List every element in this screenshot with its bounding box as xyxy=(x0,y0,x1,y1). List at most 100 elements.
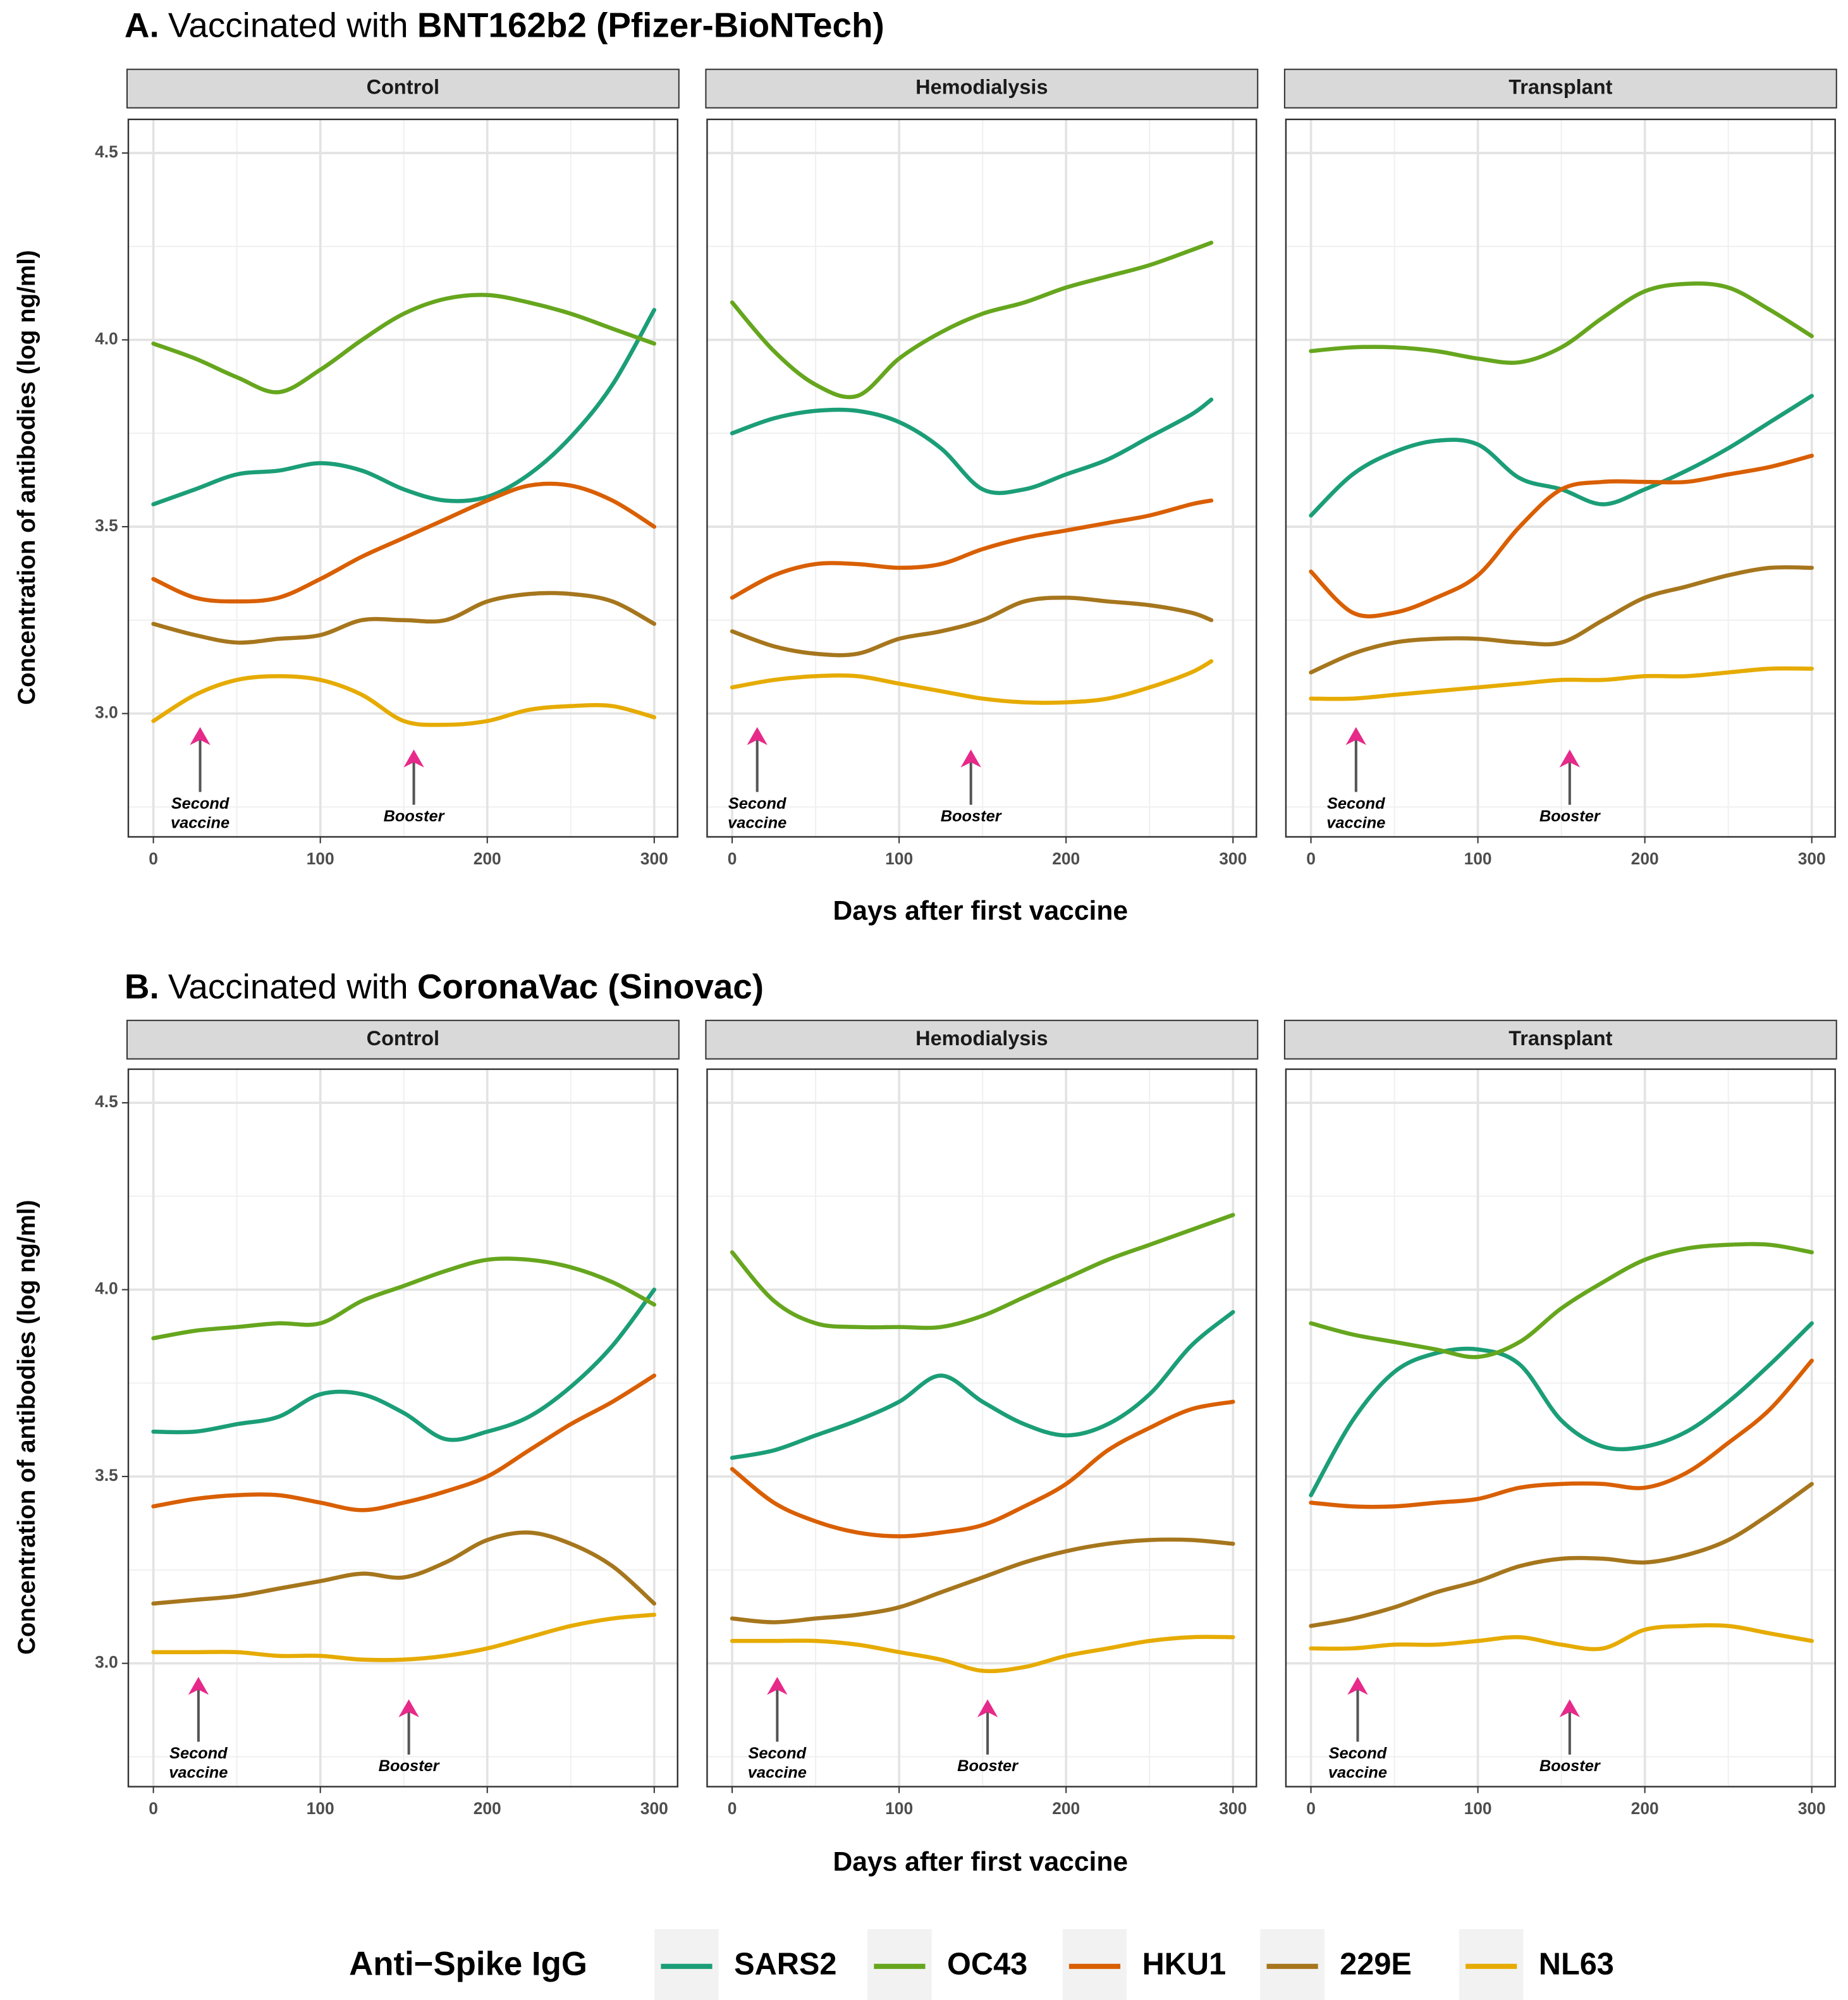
series-line xyxy=(1309,1358,1814,1509)
strip-bg xyxy=(705,68,1259,109)
y-tick-label: 3.0 xyxy=(95,1653,118,1672)
strip-title: Transplant xyxy=(1508,76,1612,99)
annotation-arrowhead xyxy=(1345,727,1367,745)
annotation-box: Second vaccine xyxy=(747,1744,807,1782)
series-line xyxy=(730,1635,1235,1674)
series-line xyxy=(151,481,657,604)
annotation-text: Booster xyxy=(1539,807,1600,826)
series-line xyxy=(730,240,1214,400)
x-tick-label: 200 xyxy=(1052,849,1080,868)
annotation-text: Booster xyxy=(940,807,1001,826)
x-tick-label: 300 xyxy=(640,1799,668,1818)
annotation-text: Second vaccine xyxy=(728,794,787,832)
series-line xyxy=(151,1287,657,1442)
panel-border xyxy=(706,118,1257,838)
annotation-text: Second vaccine xyxy=(1326,794,1386,832)
series-line xyxy=(1309,453,1814,618)
x-tick-label: 200 xyxy=(474,1799,501,1818)
annotation-text: Second vaccine xyxy=(1328,1744,1388,1782)
x-tick-label: 200 xyxy=(1052,1799,1080,1818)
annotation-text: Second vaccine xyxy=(169,1744,228,1782)
series-line xyxy=(151,591,657,645)
x-tick-label: 100 xyxy=(885,849,913,868)
x-tick-label: 300 xyxy=(1219,1799,1247,1818)
strip-title: Control xyxy=(367,1027,439,1050)
series-line xyxy=(151,1373,657,1512)
x-tick-label: 0 xyxy=(728,849,737,868)
section-text: Vaccinated with xyxy=(168,6,408,45)
strip-title: Transplant xyxy=(1508,1027,1612,1050)
series-line xyxy=(1309,1623,1814,1652)
annotation-arrowhead xyxy=(398,1699,419,1717)
series-line xyxy=(730,498,1214,600)
series-line xyxy=(730,1213,1235,1330)
series-line xyxy=(151,1612,657,1662)
series-line xyxy=(151,674,657,727)
annotation-box: Booster xyxy=(1539,807,1600,826)
series-line xyxy=(730,596,1214,658)
strip-bg xyxy=(126,68,680,109)
strip-bg xyxy=(1283,1019,1837,1060)
annotation-box: Second vaccine xyxy=(1328,1744,1388,1782)
annotation-box: Booster xyxy=(383,807,444,826)
annotation-box: Second vaccine xyxy=(1326,794,1386,832)
y-axis-title: Concentration of antibodies (log ng/ml) xyxy=(13,250,40,705)
legend-label: SARS2 xyxy=(734,1948,836,1982)
section-text: Vaccinated with xyxy=(168,967,408,1007)
panel-bg xyxy=(707,119,1257,837)
x-tick-label: 100 xyxy=(307,1799,334,1818)
annotation-box: Second vaccine xyxy=(169,1744,228,1782)
strip-title: Control xyxy=(367,76,439,99)
annotation-box: Booster xyxy=(940,807,1001,826)
panel-bg xyxy=(128,119,678,837)
x-tick-label: 0 xyxy=(149,1799,158,1818)
annotation-box: Second vaccine xyxy=(171,795,229,832)
series-line xyxy=(730,397,1214,495)
x-tick-label: 200 xyxy=(1631,849,1659,868)
annotation-text: Second vaccine xyxy=(747,1744,807,1782)
annotation-arrowhead xyxy=(1559,1699,1581,1717)
annotation-text: Booster xyxy=(378,1757,439,1776)
x-tick-label: 200 xyxy=(1631,1799,1659,1818)
annotation-arrowhead xyxy=(747,727,768,745)
y-tick-label: 4.5 xyxy=(95,142,118,161)
x-tick-label: 0 xyxy=(1306,1799,1316,1818)
annotation-box: Booster xyxy=(957,1757,1018,1776)
series-line xyxy=(151,307,657,506)
x-tick-label: 300 xyxy=(1798,849,1826,868)
panel-border xyxy=(127,118,678,838)
annotation-text: Booster xyxy=(957,1757,1018,1776)
panel-border xyxy=(706,1068,1257,1788)
annotation-box: Booster xyxy=(1539,1757,1600,1776)
legend-label: NL63 xyxy=(1539,1948,1614,1982)
legend-label: 229E xyxy=(1340,1948,1412,1982)
y-axis-title: Concentration of antibodies (log ng/ml) xyxy=(13,1199,40,1654)
strip-bg xyxy=(705,1019,1259,1060)
series-line xyxy=(1309,1321,1814,1497)
y-tick-label: 4.0 xyxy=(95,329,118,348)
section-label: A. xyxy=(125,6,159,45)
annotation-text: Booster xyxy=(1539,1757,1600,1776)
x-tick-label: 100 xyxy=(885,1799,913,1818)
x-tick-label: 300 xyxy=(1219,849,1247,868)
y-tick-label: 3.0 xyxy=(95,702,118,721)
y-tick-label: 4.5 xyxy=(95,1092,118,1111)
legend-label: HKU1 xyxy=(1142,1948,1227,1982)
strip-title: Hemodialysis xyxy=(915,1027,1048,1050)
annotation-arrowhead xyxy=(403,749,424,768)
annotation-text: Booster xyxy=(383,807,444,826)
series-line xyxy=(1309,281,1814,365)
panel-border xyxy=(1285,1068,1836,1788)
series-line xyxy=(151,293,657,395)
panel-bg xyxy=(1285,1069,1835,1787)
series-line xyxy=(151,1256,657,1340)
series-line xyxy=(730,659,1214,705)
series-line xyxy=(730,1310,1235,1460)
x-tick-label: 200 xyxy=(474,849,501,868)
panel-border xyxy=(1285,118,1836,838)
panel-bg xyxy=(707,1069,1257,1787)
x-tick-label: 100 xyxy=(307,849,334,868)
series-line xyxy=(730,1537,1235,1624)
x-tick-label: 300 xyxy=(1798,1799,1826,1818)
